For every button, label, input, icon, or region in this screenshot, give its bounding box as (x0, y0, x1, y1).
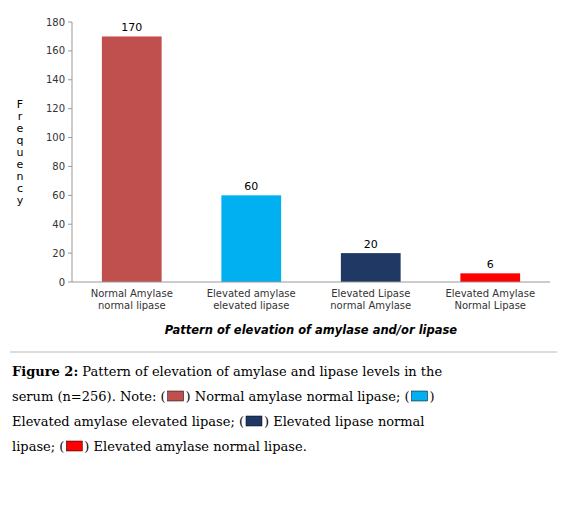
caption-text: ) (430, 389, 435, 404)
bar (221, 195, 281, 282)
x-tick-label-line: Elevated amylase (207, 288, 296, 299)
chart: 17060206020406080100120140160180Normal A… (0, 0, 567, 531)
bar (341, 253, 401, 282)
caption-text: ) Elevated amylase normal lipase. (84, 439, 307, 454)
y-axis-label: Frequency (17, 98, 24, 207)
y-tick (68, 282, 72, 283)
caption-text: Figure 2: (12, 364, 78, 379)
x-tick-label-line: normal Amylase (330, 300, 411, 311)
x-tick-label-line: elevated lipase (213, 300, 289, 311)
data-label: 60 (244, 180, 258, 193)
y-tick-label: 180 (46, 17, 65, 28)
caption-text: Pattern of elevation of amylase and lipa… (78, 364, 442, 379)
x-tick-label: Elevated Lipasenormal Amylase (330, 288, 411, 311)
x-tick-label-line: Normal Amylase (91, 288, 173, 299)
y-axis-label-char: y (17, 194, 24, 207)
x-tick-label: Elevated AmylaseNormal Lipase (445, 288, 535, 311)
x-tick-label-line: Elevated Amylase (445, 288, 535, 299)
y-tick-label: 140 (46, 74, 65, 85)
caption-swatch (412, 391, 428, 401)
bars (102, 36, 520, 282)
x-axis-line (72, 282, 550, 283)
y-tick-label: 40 (52, 219, 65, 230)
caption-separator (10, 352, 557, 353)
x-axis-label: Pattern of elevation of amylase and/or l… (165, 323, 458, 337)
y-tick (68, 224, 72, 225)
y-tick (68, 137, 72, 138)
x-tick-label-line: Normal Lipase (454, 300, 526, 311)
x-tick-label: Normal Amylasenormal lipase (91, 288, 173, 311)
x-tick-label-line: Elevated Lipase (331, 288, 410, 299)
y-axis-line (72, 22, 73, 282)
data-label: 20 (364, 238, 378, 251)
y-tick-label: 100 (46, 132, 65, 143)
y-tick (68, 50, 72, 51)
caption-swatch (66, 441, 82, 451)
y-tick (68, 166, 72, 167)
data-label: 170 (121, 21, 142, 34)
y-tick (68, 108, 72, 109)
y-tick (68, 195, 72, 196)
bar (460, 273, 520, 282)
y-tick (68, 253, 72, 254)
data-label: 6 (487, 258, 494, 271)
y-tick-label: 60 (52, 190, 65, 201)
caption-text: ) Elevated lipase normal (264, 414, 425, 429)
y-tick (68, 22, 72, 23)
caption-swatch (246, 416, 262, 426)
x-tick-label-line: normal lipase (98, 300, 166, 311)
y-tick-label: 0 (59, 277, 65, 288)
background (0, 0, 567, 531)
bar (102, 36, 162, 282)
caption-text: lipase; ( (12, 439, 64, 454)
y-tick-label: 80 (52, 161, 65, 172)
caption-text: ) Normal amylase normal lipase; ( (186, 389, 410, 404)
caption-text: serum (n=256). Note: ( (12, 389, 166, 404)
caption-swatch (168, 391, 184, 401)
y-tick-label: 120 (46, 103, 65, 114)
y-tick (68, 79, 72, 80)
caption-text: Elevated amylase elevated lipase; ( (12, 414, 244, 429)
y-tick-label: 20 (52, 248, 65, 259)
x-tick-label: Elevated amylaseelevated lipase (207, 288, 296, 311)
y-tick-label: 160 (46, 45, 65, 56)
